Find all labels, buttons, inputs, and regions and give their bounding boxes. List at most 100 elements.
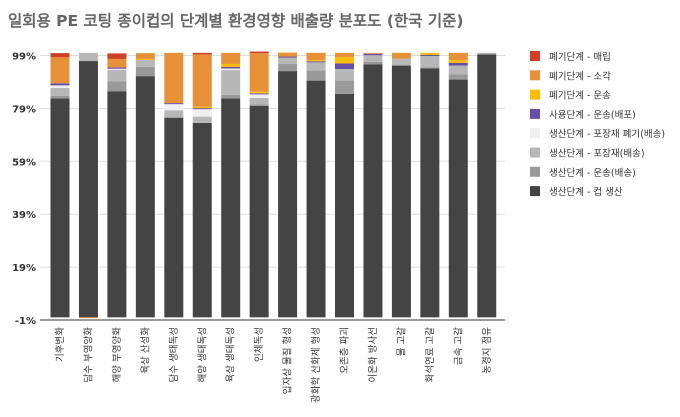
bar-segment — [221, 98, 241, 318]
legend-swatch — [530, 147, 540, 158]
x-tick-label: 오존층 파괴 — [340, 327, 351, 374]
legend-item: 생산단계 - 포장재(배송) — [530, 147, 645, 160]
bar-segment — [78, 317, 98, 319]
y-tick-label: 59% — [12, 157, 36, 168]
bar-segment — [249, 94, 269, 98]
bar-segment — [249, 51, 269, 54]
x-tick-label: 육상 생태독성 — [226, 327, 237, 382]
legend-item: 폐기단계 - 소각 — [530, 70, 611, 82]
bar-segment — [448, 60, 468, 63]
bar-segment — [306, 52, 326, 61]
legend-item: 생산단계 - 컵 생산 — [530, 186, 623, 198]
x-tick-label: 이온화 방사선 — [368, 327, 379, 382]
bar-segment — [477, 54, 497, 318]
bar-segment — [306, 80, 326, 318]
x-tick-label: 기후변화 — [55, 327, 66, 362]
bar-segment — [363, 64, 383, 318]
bar-segment — [335, 80, 354, 94]
bar-segment — [221, 68, 241, 71]
bar-segment — [135, 66, 155, 77]
bar-segment — [192, 116, 212, 123]
bar-segment — [306, 61, 326, 63]
legend-item: 사용단계 - 운송(배포) — [530, 108, 636, 121]
bar-segment — [78, 61, 98, 318]
bar-segment — [335, 93, 354, 318]
bar-segment — [192, 108, 212, 110]
bar-segment — [363, 55, 383, 62]
bar-segment — [249, 93, 269, 95]
bar-segment — [363, 52, 383, 54]
legend-item: 폐기단계 - 매립 — [530, 51, 611, 63]
bar-segment — [448, 52, 468, 61]
bar-segment — [278, 57, 298, 64]
legend-swatch — [530, 89, 540, 100]
x-tick-label: 화석연료 고갈 — [424, 327, 436, 383]
bar-segment — [50, 88, 70, 96]
bar-segment — [135, 59, 155, 67]
bar-stack — [306, 52, 326, 318]
bar-segment — [50, 95, 70, 99]
bar-segment — [278, 56, 298, 58]
bar-segment — [221, 94, 241, 99]
bar-segment — [164, 103, 184, 105]
legend-label: 폐기단계 - 운송 — [549, 90, 611, 102]
x-tick-label: 금속 고갈 — [452, 327, 464, 365]
bar-stack — [107, 53, 127, 318]
chart-title: 일회용 PE 코팅 종이컵의 단계별 환경영향 배출량 분포도 (한국 기준) — [8, 11, 463, 30]
bar-stack — [335, 52, 354, 318]
bar-segment — [249, 106, 269, 318]
bar-segment — [107, 69, 127, 82]
legend-label: 사용단계 - 운송(배포) — [549, 109, 636, 121]
bar-segment — [249, 104, 269, 107]
legend-item: 생산단계 - 포장재 폐기(배송) — [530, 128, 665, 140]
bar-segment — [249, 97, 269, 105]
bar-stack — [420, 52, 440, 318]
x-tick-label: 해양 부영양화 — [111, 327, 123, 383]
x-tick-label: 육상 산성화 — [140, 327, 151, 374]
bar-segment — [164, 52, 184, 104]
bar-segment — [448, 62, 468, 66]
x-tick-label: 입자상 물질 형성 — [282, 327, 294, 394]
bar-segment — [221, 66, 241, 69]
bar-segment — [192, 52, 212, 55]
x-tick-label: 담수 생태독성 — [168, 327, 180, 382]
bar-segment — [306, 70, 326, 81]
bar-segment — [135, 53, 155, 59]
bar-stack — [192, 52, 212, 318]
bar-stack — [391, 52, 411, 318]
bar-segment — [107, 81, 127, 92]
x-tick-label: 담수 부영양화 — [82, 327, 94, 383]
bar-segment — [50, 85, 70, 89]
x-tick-label: 농경지 점유 — [481, 327, 493, 374]
bar-segment — [448, 65, 468, 75]
y-tick-label: -1% — [15, 316, 36, 327]
bar-segment — [221, 70, 241, 95]
bar-stack — [448, 52, 468, 318]
y-tick-label: 79% — [12, 104, 36, 115]
x-tick-label: 광화학 산화제 형성 — [310, 327, 322, 403]
bar-segment — [192, 109, 212, 117]
bar-segment — [448, 79, 468, 318]
bar-segment — [420, 56, 440, 68]
bar-segment — [363, 61, 383, 65]
bar-stack — [50, 53, 70, 318]
bar-stack — [477, 52, 497, 318]
bar-stack — [278, 52, 298, 318]
bar-segment — [135, 76, 155, 318]
bar-segment — [335, 57, 354, 64]
bar-segment — [278, 63, 298, 72]
bar-segment — [391, 58, 411, 66]
bar-stack — [78, 52, 98, 319]
bar-segment — [477, 52, 497, 55]
legend-swatch — [530, 166, 540, 177]
bar-segment — [50, 57, 70, 84]
legend-label: 생산단계 - 포장재 폐기(배송) — [549, 128, 665, 140]
bar-segment — [335, 52, 354, 58]
legend-label: 폐기단계 - 소각 — [549, 70, 611, 82]
x-tick-label: 인체독성 — [254, 327, 265, 362]
bar-segment — [164, 110, 184, 118]
y-tick-label: 39% — [12, 210, 36, 221]
x-axis-labels: 기후변화 담수 부영양화 해양 부영양화 육상 산성화 담수 생태독성 해양 생태독성 육상… — [55, 327, 493, 403]
